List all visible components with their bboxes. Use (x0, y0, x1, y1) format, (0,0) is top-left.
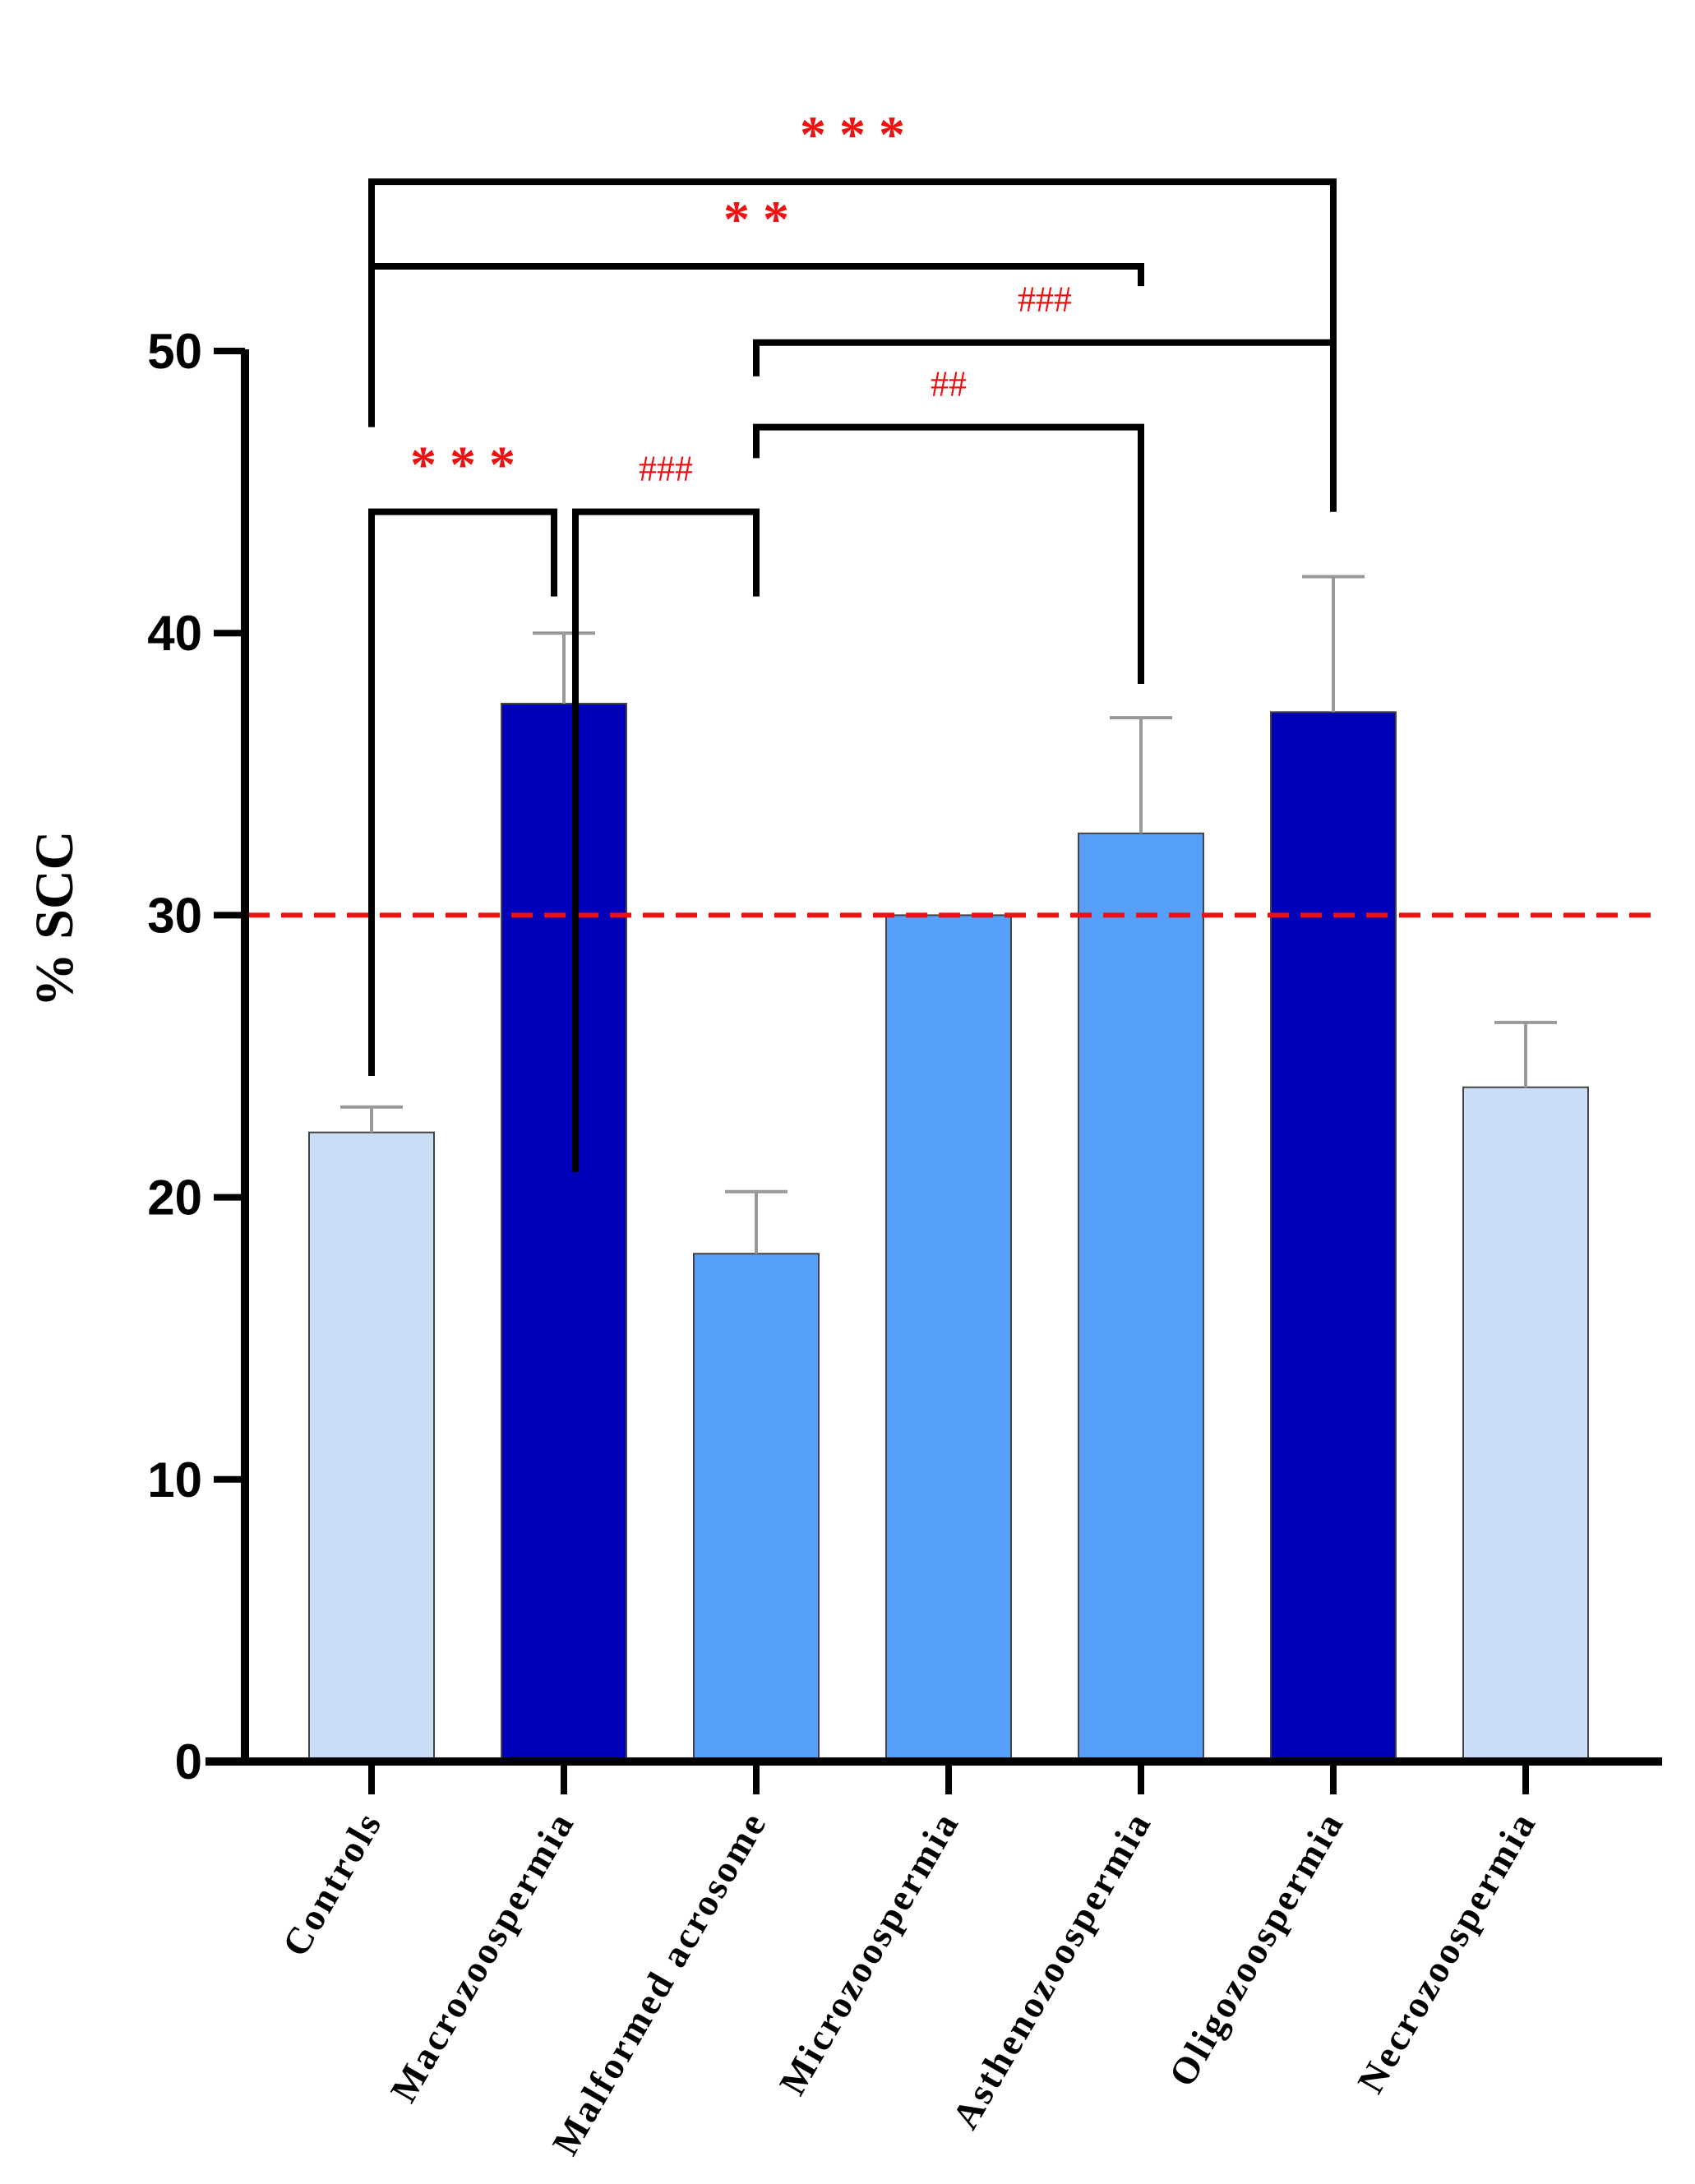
x-tick-label-asthenozoospermia: Asthenozoospermia (944, 1804, 1160, 2136)
y-tick-label-40: 40 (147, 606, 202, 661)
bar-malformed-acrosome (693, 1253, 820, 1762)
x-tick-label-necrozoospermia: Necrozoospermia (1349, 1804, 1544, 2100)
significance-label-1-2: ### (639, 449, 693, 489)
bar-asthenozoospermia (1078, 832, 1204, 1763)
significance-label-2-5: ### (1018, 279, 1072, 320)
y-tick-label-30: 30 (147, 888, 202, 943)
bar-macrozoospermia (501, 703, 627, 1762)
bracket-1-2 (572, 508, 760, 1172)
y-tick-label-20: 20 (147, 1170, 202, 1226)
y-tick-label-10: 10 (147, 1452, 202, 1508)
y-tick-label-50: 50 (147, 324, 202, 379)
x-tick-label-controls: Controls (274, 1804, 390, 1964)
bracket-2-5 (753, 339, 1337, 512)
significance-brackets: * * ** *#####* * * ### (368, 105, 1337, 1172)
x-tick-label-macrozoospermia: Macrozoospermia (382, 1804, 583, 2109)
significance-label-0-1: * * * (410, 436, 515, 494)
bar-oligozoospermia (1270, 711, 1397, 1762)
error-bars (340, 575, 1557, 1254)
x-tick-label-microzoospermia: Microzoospermia (771, 1804, 968, 2102)
y-tick-label-0: 0 (175, 1734, 202, 1789)
bracket-0-1 (368, 508, 557, 1077)
axes (206, 348, 1662, 1794)
bar-controls (308, 1131, 435, 1762)
bar-microzoospermia (885, 914, 1012, 1762)
bracket-0-4 (368, 263, 1144, 427)
bar-necrozoospermia (1462, 1086, 1589, 1762)
x-tick-label-oligozoospermia: Oligozoospermia (1161, 1804, 1352, 2094)
x-tick-label-malformed-acrosome: Malformed acrosome (544, 1804, 775, 2162)
significance-label-2-4: ## (931, 364, 967, 404)
significance-label-0-5: * * * (800, 105, 905, 164)
bars (308, 703, 1589, 1763)
bracket-0-5 (368, 178, 1337, 512)
significance-label-0-4: * * (723, 190, 789, 248)
bracket-2-4 (753, 423, 1144, 684)
y-axis-title: % SCC (25, 831, 85, 1008)
